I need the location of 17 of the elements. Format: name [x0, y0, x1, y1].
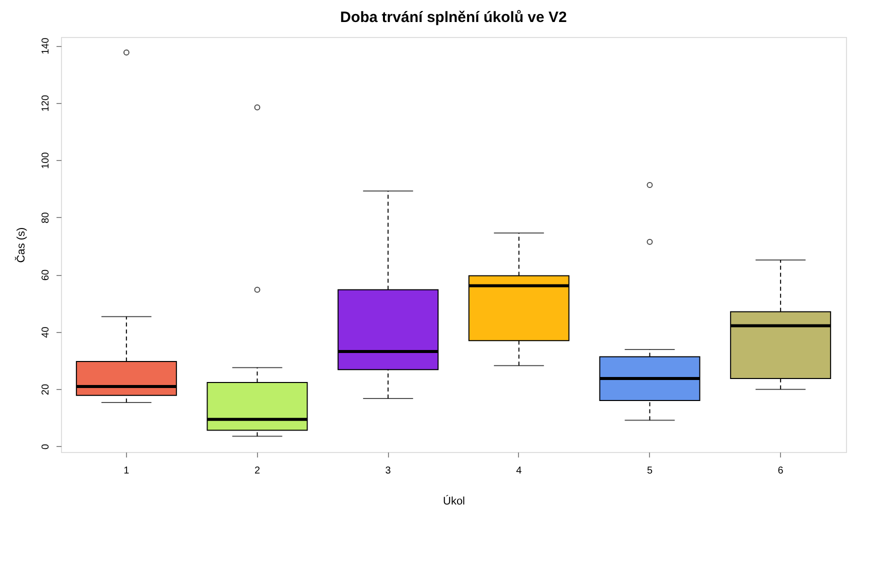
y-tick-label: 100 [40, 152, 52, 169]
x-tick-label: 2 [254, 466, 260, 476]
y-tick-label: 40 [40, 326, 52, 338]
y-tick-label: 0 [40, 444, 52, 450]
x-tick-label: 6 [778, 466, 784, 476]
x-axis-title: Úkol [442, 494, 466, 508]
y-tick-label: 20 [40, 384, 52, 396]
y-axis-title: Čas (s) [14, 227, 28, 263]
y-tick-label: 140 [40, 37, 52, 54]
x-tick-label: 3 [385, 466, 392, 476]
y-tick-label: 80 [40, 212, 52, 224]
y-tick-label: 120 [40, 94, 52, 112]
x-tick-label: 1 [124, 466, 130, 476]
x-tick-label: 4 [516, 466, 522, 476]
x-tick-label: 5 [646, 466, 653, 476]
chart-title: Doba trvání splnění úkolů ve V2 [340, 9, 567, 26]
y-tick-label: 60 [40, 269, 52, 281]
